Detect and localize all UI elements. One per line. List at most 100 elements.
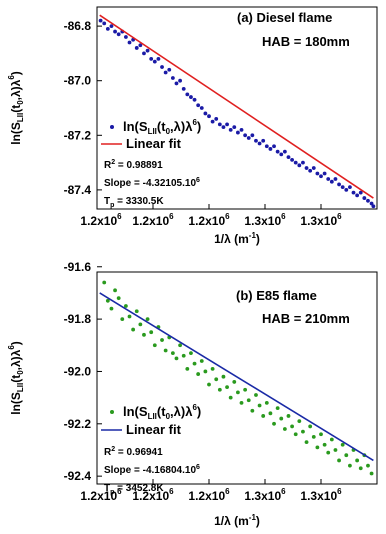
data-point-b	[315, 445, 320, 450]
data-point-a	[134, 46, 139, 50]
y-tick-label-b: -92.4	[64, 469, 92, 483]
data-point-b	[170, 351, 175, 356]
data-point-a	[366, 198, 370, 203]
data-point-a	[272, 144, 276, 149]
data-point-b	[178, 343, 182, 348]
y-axis-label-a: ln(SLII(t0,λ)λ6)	[7, 71, 25, 145]
data-point-a	[333, 177, 338, 181]
panel-a: 1.2x106 1.2x106 1.2x106 1.3x106 1.3x106 -86.…	[7, 6, 378, 246]
data-point-b	[340, 442, 345, 447]
x-tick-label-a: 1.3x106	[244, 212, 286, 228]
data-point-b	[221, 374, 226, 379]
data-point-a	[228, 127, 233, 132]
data-point-b	[134, 309, 139, 314]
panel-b-title: (b) E85 flame	[236, 288, 317, 303]
data-point-a	[322, 171, 327, 176]
data-point-a	[264, 144, 269, 149]
y-tick-label-b: -92.0	[64, 364, 92, 378]
data-point-a	[127, 40, 132, 45]
data-point-b	[272, 421, 276, 426]
x-axis-label-b: 1/λ (m-1)	[214, 513, 260, 528]
data-points-a	[98, 18, 376, 209]
x-tick-label-a: 1.2x106	[132, 212, 174, 228]
plot-frame-b	[96, 271, 378, 485]
data-point-a	[149, 56, 154, 61]
data-point-b	[279, 416, 284, 421]
data-point-b	[109, 306, 114, 311]
data-point-a	[340, 185, 345, 190]
data-point-a	[348, 185, 352, 190]
data-point-b	[207, 382, 211, 387]
data-point-b	[232, 380, 237, 384]
data-point-a	[326, 177, 331, 181]
data-point-a	[290, 157, 294, 162]
data-point-b	[192, 361, 197, 366]
data-point-a	[297, 163, 302, 168]
data-point-b	[348, 463, 352, 468]
linear-fit-line-a	[99, 14, 374, 199]
data-point-b	[290, 424, 294, 429]
data-point-b	[243, 387, 248, 392]
data-point-a	[246, 136, 251, 140]
data-point-b	[308, 424, 313, 429]
data-point-a	[311, 166, 316, 170]
legend-points-label-b: ln(SLII(t0,λ)λ6)	[123, 403, 201, 421]
data-point-b	[105, 298, 110, 303]
y-tick-label-b: -92.2	[64, 417, 92, 431]
panel-b-subtitle: HAB = 210mm	[262, 311, 350, 326]
data-point-b	[329, 437, 334, 442]
data-point-a	[109, 24, 114, 29]
y-ticks-a: -86.8 -87.0 -87.2 -87.4	[64, 19, 102, 197]
data-point-a	[243, 133, 248, 138]
data-point-a	[105, 26, 110, 31]
data-point-a	[319, 174, 323, 179]
data-point-a	[170, 76, 175, 80]
data-point-b	[369, 471, 374, 476]
data-point-a	[124, 35, 128, 39]
legend-fit-label-a: Linear fit	[126, 136, 182, 151]
x-ticks-a: 1.2x106 1.2x106 1.2x106 1.3x106 1.3x106	[80, 204, 378, 228]
data-point-b	[189, 351, 193, 356]
data-point-b	[297, 419, 302, 424]
x-tick-label-b: 1.2x106	[80, 487, 122, 503]
data-point-b	[250, 408, 255, 413]
data-point-a	[304, 166, 309, 170]
data-point-a	[116, 32, 121, 37]
data-point-b	[261, 414, 266, 418]
y-axis-label-b: ln(SLII(t0,λ)λ6)	[7, 341, 25, 415]
y-tick-label-a: -87.0	[64, 74, 92, 88]
data-point-b	[254, 393, 258, 397]
data-point-a	[239, 127, 244, 132]
data-point-b	[286, 414, 291, 418]
data-point-a	[286, 155, 291, 160]
y-tick-label-b: -91.6	[64, 260, 92, 274]
data-point-a	[236, 130, 240, 135]
data-point-b	[131, 327, 136, 332]
data-point-b	[145, 317, 150, 322]
data-point-a	[203, 111, 208, 116]
data-point-a	[257, 141, 262, 146]
data-point-a	[225, 122, 229, 127]
data-point-b	[301, 429, 305, 434]
legend-points-swatch-a	[110, 125, 114, 129]
data-point-a	[113, 29, 117, 34]
data-point-a	[279, 152, 284, 157]
linear-fit-line-b	[99, 292, 374, 462]
data-point-a	[178, 78, 182, 83]
data-point-b	[322, 442, 327, 447]
data-point-a	[232, 125, 237, 130]
data-point-a	[181, 86, 186, 91]
data-point-b	[138, 322, 143, 327]
data-point-a	[362, 196, 367, 200]
x-ticks-b: 1.2x106 1.2x106 1.2x106 1.3x106 1.3x106	[80, 479, 378, 503]
data-point-b	[311, 434, 316, 439]
data-point-a	[98, 18, 103, 23]
data-point-b	[120, 317, 125, 322]
data-point-b	[160, 338, 164, 342]
data-point-a	[315, 171, 320, 176]
data-point-b	[225, 385, 229, 390]
data-point-b	[282, 427, 287, 431]
panel-a-subtitle: HAB = 180mm	[262, 34, 350, 49]
y-tick-label-a: -87.4	[64, 183, 92, 197]
data-point-b	[319, 432, 323, 437]
